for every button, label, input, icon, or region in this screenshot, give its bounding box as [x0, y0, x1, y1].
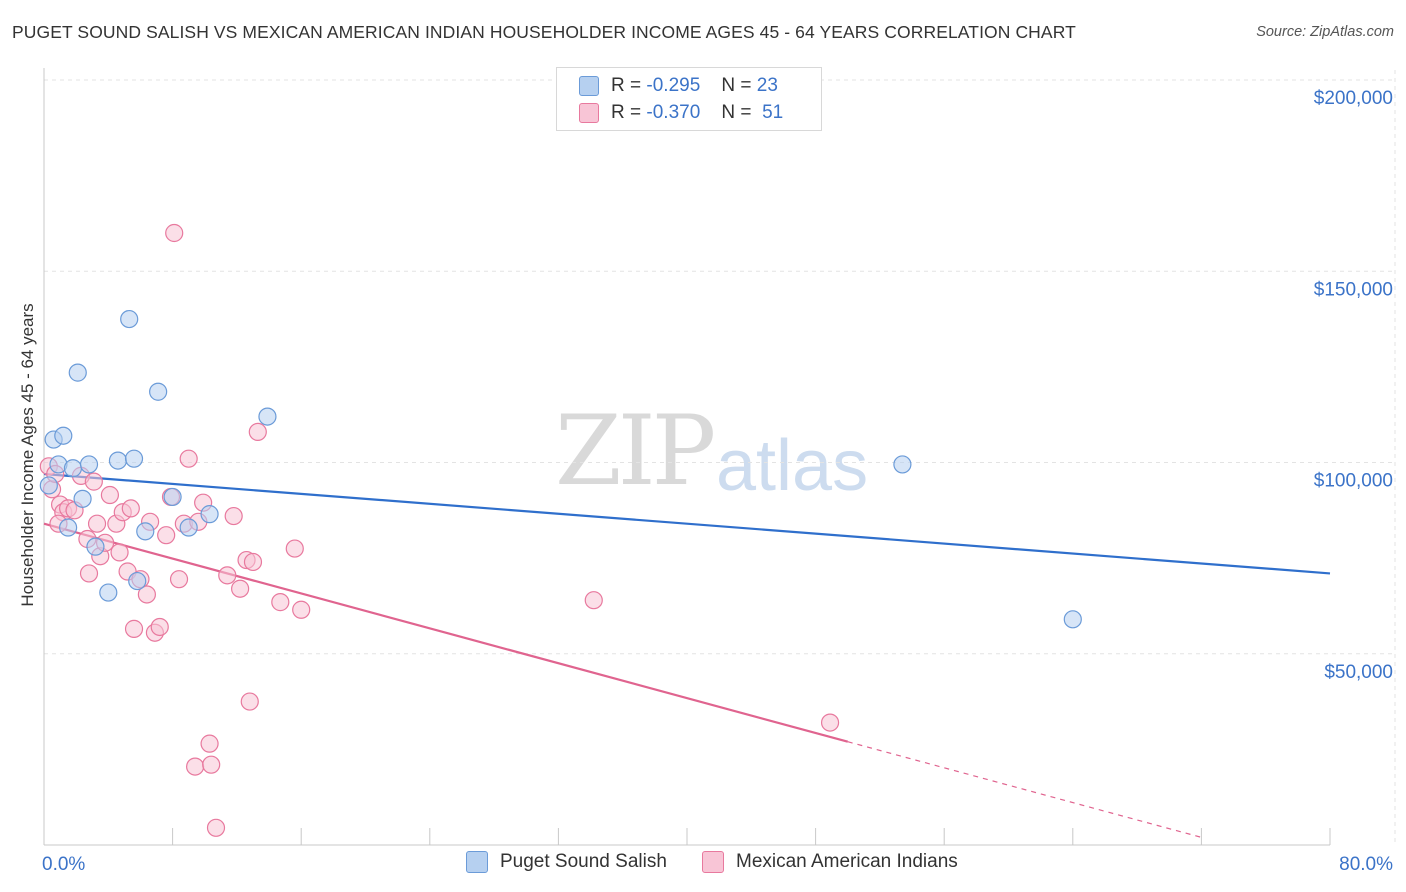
point-mexican-31: [179, 449, 198, 468]
y-tick-label-0: $50,000: [1324, 662, 1393, 683]
legend-swatch-salish: [579, 76, 599, 96]
point-mexican-9: [79, 564, 99, 583]
bottom-legend-swatch-mexican: [702, 851, 724, 873]
point-salish-20: [893, 455, 912, 474]
point-salish-12: [124, 449, 144, 468]
legend-swatch-mexican: [579, 103, 599, 123]
trend-line-extension-1: [847, 741, 1202, 838]
trend-line-0: [43, 472, 1331, 575]
correlation-legend: R = -0.295 N = 23 R = -0.370 N = 51: [556, 67, 822, 131]
legend-r-value-mexican: -0.370: [646, 102, 701, 123]
legend-row-salish: R = -0.295 N = 23: [579, 73, 778, 99]
point-mexican-39: [224, 506, 243, 526]
point-mexican-45: [285, 539, 304, 558]
chart-title: PUGET SOUND SALISH VS MEXICAN AMERICAN I…: [12, 22, 1076, 42]
trend-line-1: [43, 522, 849, 743]
point-mexican-46: [292, 600, 311, 619]
y-tick-label-1: $100,000: [1314, 471, 1393, 492]
point-salish-14: [136, 522, 155, 541]
y-tick-label-2: $150,000: [1314, 279, 1393, 300]
point-mexican-42: [240, 692, 259, 711]
data-points: [39, 223, 1082, 837]
legend-row-mexican: R = -0.370 N = 51: [579, 100, 784, 126]
point-mexican-10: [84, 472, 103, 491]
tick-labels: $50,000 $100,000 $150,000 $200,000 0.0% 80.0%: [42, 88, 1393, 875]
legend-r-label: R =: [611, 102, 642, 123]
x-tick-label-end: 80.0%: [1339, 854, 1393, 875]
point-salish-4: [59, 518, 78, 537]
bottom-legend-swatch-salish: [466, 851, 488, 873]
point-salish-17: [179, 518, 198, 537]
point-salish-8: [86, 537, 105, 556]
point-salish-18: [200, 505, 219, 524]
point-mexican-37: [206, 818, 226, 837]
bottom-legend-salish: Puget Sound Salish: [466, 851, 667, 873]
axes: [43, 68, 1331, 846]
point-salish-22: [68, 363, 87, 382]
point-salish-15: [149, 382, 168, 401]
point-salish-3: [54, 426, 73, 445]
point-mexican-29: [169, 570, 189, 589]
point-salish-9: [99, 583, 118, 602]
point-salish-5: [63, 459, 83, 478]
y-tick-label-3: $200,000: [1314, 88, 1393, 109]
point-mexican-11: [87, 514, 107, 533]
y-axis-label: Householder Income Ages 45 - 64 years: [18, 303, 37, 607]
grid-lines: [44, 70, 1396, 845]
point-mexican-19: [121, 499, 140, 518]
watermark-atlas: atlas: [716, 426, 869, 506]
bottom-legend-mexican: Mexican American Indians: [702, 851, 958, 873]
point-salish-19: [258, 407, 277, 426]
point-mexican-16: [110, 543, 129, 562]
trend-lines: [43, 472, 1331, 838]
watermark-zip: ZIP: [555, 395, 716, 507]
point-salish-16: [163, 487, 182, 507]
point-mexican-40: [231, 579, 250, 598]
point-salish-6: [73, 489, 92, 508]
point-salish-11: [120, 309, 139, 329]
point-mexican-20: [124, 619, 144, 638]
point-mexican-22: [137, 585, 156, 604]
legend-n-label: N =: [721, 75, 752, 96]
point-salish-0: [39, 476, 58, 495]
point-mexican-32: [186, 757, 205, 776]
point-mexican-44: [271, 593, 290, 612]
legend-r-value-salish: -0.295: [646, 75, 701, 96]
point-mexican-47: [584, 591, 603, 610]
x-tick-label-start: 0.0%: [42, 854, 85, 875]
point-salish-21: [1063, 610, 1082, 629]
point-mexican-25: [150, 617, 169, 637]
point-salish-13: [128, 571, 147, 591]
point-salish-7: [79, 455, 99, 474]
legend-n-label: N =: [721, 102, 752, 123]
point-mexican-28: [165, 223, 184, 243]
point-mexican-48: [820, 713, 840, 732]
bottom-legend-label-salish: Puget Sound Salish: [500, 851, 667, 872]
point-mexican-26: [157, 526, 176, 545]
point-mexican-36: [202, 755, 221, 774]
point-mexican-38: [218, 566, 237, 585]
point-mexican-50: [243, 552, 263, 572]
point-mexican-35: [200, 734, 219, 753]
point-mexican-14: [100, 485, 120, 505]
legend-n-value-salish: 23: [756, 75, 778, 96]
legend-n-value-mexican: 51: [762, 102, 784, 123]
point-mexican-43: [248, 422, 267, 441]
bottom-legend-label-mexican: Mexican American Indians: [736, 851, 958, 872]
source-label: Source: ZipAtlas.com: [1256, 24, 1394, 40]
point-salish-10: [108, 451, 128, 470]
legend-r-label: R =: [611, 75, 642, 96]
